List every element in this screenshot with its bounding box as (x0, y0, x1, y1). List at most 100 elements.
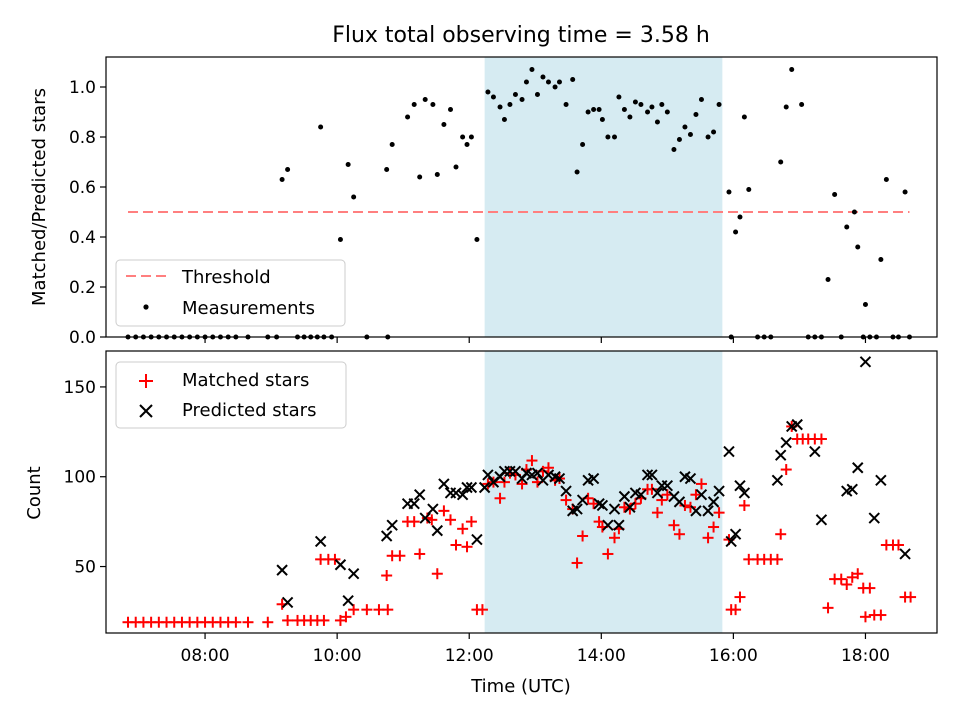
measurement-point (632, 99, 638, 105)
top-y-axis-label: Matched/Predicted stars (29, 88, 50, 306)
top-legend: Threshold Measurements (115, 259, 346, 327)
matched-star-point (673, 528, 685, 540)
measurement-point (664, 109, 670, 115)
measurement-point (596, 107, 602, 112)
matched-star-point (282, 614, 294, 626)
predicted-star-point (613, 519, 625, 531)
matched-star-point (841, 579, 853, 591)
matched-star-point (577, 530, 589, 542)
matched-star-point (542, 462, 554, 474)
predicted-star-point (899, 548, 911, 560)
matched-star-point (629, 498, 641, 510)
predicted-star-point (587, 472, 600, 485)
predicted-star-point (780, 436, 792, 449)
bottom-x-tick-label: 10:00 (313, 646, 362, 666)
measurement-point (279, 177, 285, 182)
predicted-star-point (738, 487, 751, 499)
measurement-point (434, 172, 440, 177)
top-y-tick-label: 1.0 (69, 78, 96, 98)
bottom-x-tick-label: 14:00 (577, 646, 626, 666)
predicted-star-point (553, 472, 566, 485)
measurement-point (523, 79, 529, 85)
matched-star-point (348, 604, 360, 616)
bottom-y-axis-label: Count (24, 466, 45, 519)
measurement-point (474, 237, 480, 242)
predicted-star-point (734, 480, 746, 492)
measurement-point (422, 97, 428, 102)
matched-star-point (382, 604, 394, 616)
measurement-point (693, 112, 699, 117)
measurement-point (441, 122, 447, 127)
matched-star-point (780, 464, 792, 476)
matched-star-point (438, 505, 450, 517)
predicted-star-point (419, 512, 431, 524)
predicted-star-point (431, 524, 444, 537)
predicted-star-point (314, 535, 327, 548)
matched-star-point (476, 604, 488, 616)
matched-star-point (892, 539, 904, 551)
measurement-point (464, 142, 470, 147)
predicted-star-point (465, 481, 478, 494)
measurement-point (789, 67, 795, 72)
legend-threshold-label: Threshold (181, 267, 271, 288)
predicted-star-point (386, 519, 398, 531)
measurement-point (468, 134, 474, 140)
matched-star-point (734, 591, 746, 603)
predicted-star-point (673, 496, 686, 508)
measurement-point (638, 102, 644, 107)
matched-star-point (730, 604, 742, 616)
matched-star-point (690, 489, 702, 501)
measurement-point (552, 84, 558, 90)
matched-star-point (738, 499, 750, 511)
measurement-point (556, 79, 562, 85)
predicted-star-point (461, 481, 473, 494)
legend-predicted-label: Predicted stars (182, 400, 316, 421)
measurement-point (616, 94, 622, 100)
matched-star-point (340, 611, 352, 623)
matched-star-point (852, 568, 864, 580)
matched-star-point (571, 557, 583, 569)
measurement-point (351, 194, 357, 200)
predicted-star-point (771, 474, 784, 487)
matched-star-point (859, 611, 871, 623)
matched-star-point (695, 478, 707, 490)
predicted-star-point (342, 594, 354, 607)
predicted-star-point (695, 488, 708, 501)
matched-star-point (588, 498, 600, 510)
predicted-star-point (624, 501, 636, 513)
matched-star-point (618, 501, 630, 513)
predicted-star-point (560, 485, 572, 497)
measurement-point (878, 257, 884, 262)
predicted-star-point (868, 512, 880, 524)
measurement-point (862, 302, 868, 307)
matched-star-point (431, 568, 443, 580)
top-y-tick-label: 0.2 (69, 278, 96, 298)
predicted-star-point (661, 480, 674, 492)
predicted-star-point (608, 503, 621, 515)
measurement-point (649, 104, 655, 110)
measurement-point (501, 117, 507, 122)
measurement-point (384, 167, 390, 172)
matched-star-point (329, 553, 341, 565)
measurement-point (676, 137, 682, 142)
predicted-star-point (707, 496, 720, 508)
matched-star-point (465, 516, 477, 528)
matched-star-point (516, 478, 528, 490)
predicted-star-point (723, 445, 735, 458)
matched-star-point (646, 483, 658, 495)
predicted-star-point (852, 462, 864, 474)
measurement-point (389, 142, 395, 147)
top-y-tick-label: 0.0 (69, 328, 96, 348)
predicted-star-point (875, 474, 887, 487)
legend-measurements-label: Measurements (182, 298, 315, 319)
predicted-star-point (646, 469, 658, 481)
legend-matched-swatch (139, 374, 153, 388)
measurement-point (417, 174, 423, 180)
predicted-star-point (729, 528, 742, 540)
matched-star-point (461, 541, 473, 553)
predicted-star-point (380, 530, 393, 542)
predicted-star-point (531, 467, 544, 479)
matched-star-point (775, 528, 787, 540)
measurement-point (490, 94, 496, 100)
